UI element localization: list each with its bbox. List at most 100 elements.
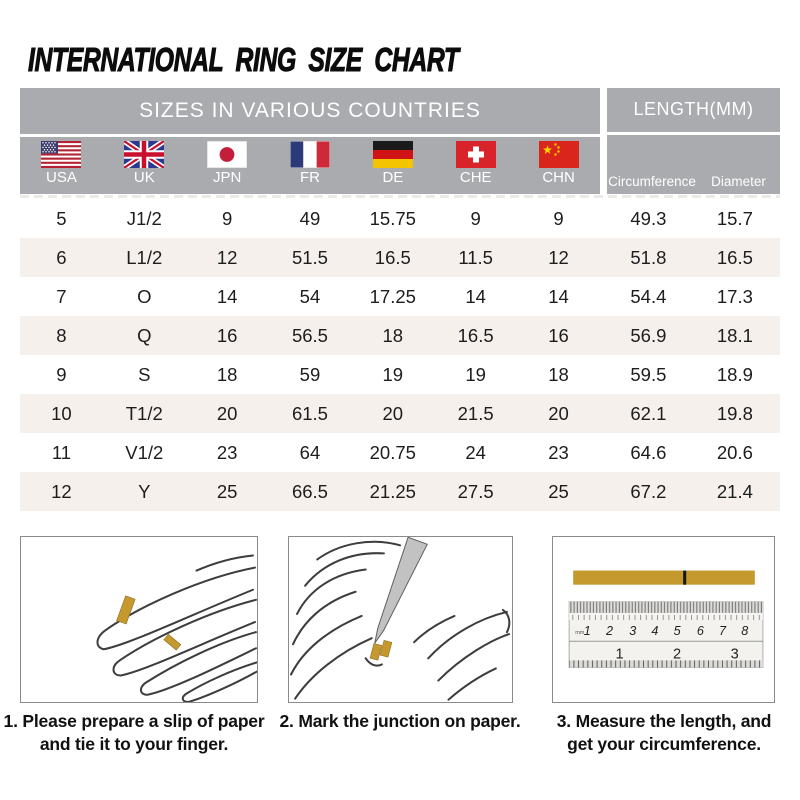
step-text-line2: get your circumference. <box>567 734 761 755</box>
table-cell: 20 <box>548 402 569 424</box>
step-text-line1: Measure the length, and <box>575 711 772 731</box>
table-cell: 59 <box>299 363 321 385</box>
column-header-jpn: JPN <box>186 137 269 194</box>
table-cell: 6 <box>56 246 67 268</box>
table-cell: 9 <box>470 207 481 229</box>
table-cell: 12 <box>216 246 238 268</box>
length-group-header: LENGTH(MM) <box>607 88 780 135</box>
table-cell: 18 <box>548 363 569 385</box>
table-cell: 23 <box>548 441 569 463</box>
table-cell: 9 <box>221 207 233 229</box>
table-cell: V1/2 <box>125 441 164 463</box>
step-number: 3. <box>556 711 571 731</box>
step-2-figure <box>288 536 513 703</box>
germany-flag-icon <box>372 141 413 168</box>
step-3-figure: 1 2 3 4 5 6 7 8 mm 1 2 3 <box>552 536 775 703</box>
junction-mark <box>683 570 687 585</box>
ruler-cm-number: 5 <box>674 624 682 638</box>
table-row: 10 T1/2 20 61.5 20 21.5 20 62.1 19.8 <box>20 394 780 433</box>
table-cell: 15.75 <box>369 207 416 229</box>
table-cell: 14 <box>548 285 569 307</box>
table-cell: 19.8 <box>716 402 753 424</box>
table-cell: 62.1 <box>630 402 667 424</box>
china-flag-icon <box>538 141 579 168</box>
table-cell: 25 <box>548 480 569 502</box>
pen-icon <box>374 537 428 644</box>
table-cell: 64.6 <box>630 441 667 463</box>
table-cell: 17.3 <box>716 285 753 307</box>
step-1-caption: 1. Please prepare a slip of paper and ti… <box>2 710 266 756</box>
table-cell: 49.3 <box>630 207 667 229</box>
table-cell: 67.2 <box>630 480 667 502</box>
step-2-caption: 2. Mark the junction on paper. <box>276 710 524 733</box>
column-header-de: DE <box>351 137 434 194</box>
table-cell: 14 <box>216 285 238 307</box>
table-cell: 21.5 <box>457 402 494 424</box>
ruler-illustration: 1 2 3 4 5 6 7 8 mm 1 2 3 <box>568 570 764 668</box>
table-cell: 56.9 <box>630 324 667 346</box>
ruler-cm-number: 3 <box>629 624 636 638</box>
table-cell: 10 <box>51 402 72 424</box>
table-row: 7 O 14 54 17.25 14 14 54.4 17.3 <box>20 277 780 316</box>
step-text-line1: Mark the junction on paper. <box>298 711 521 731</box>
table-cell: J1/2 <box>126 207 162 229</box>
table-cell: 21.4 <box>716 480 753 502</box>
table-row: 9 S 18 59 19 19 18 59.5 18.9 <box>20 355 780 394</box>
table-row: 8 Q 16 56.5 18 16.5 16 56.9 18.1 <box>20 316 780 355</box>
diameter-column-header: Diameter <box>711 174 766 189</box>
table-cell: 18.1 <box>716 324 753 346</box>
table-cell: 27.5 <box>457 480 494 502</box>
table-cell: 54 <box>299 285 321 307</box>
japan-flag-icon <box>207 141 248 168</box>
ruler: 1 2 3 4 5 6 7 8 mm 1 2 3 <box>568 601 764 668</box>
sizes-group-header: SIZES IN VARIOUS COUNTRIES <box>20 88 600 137</box>
table-cell: 16 <box>216 324 238 346</box>
column-header-chn: CHN <box>517 137 600 194</box>
table-cell: 18.9 <box>716 363 753 385</box>
table-cell: 51.8 <box>630 246 667 268</box>
column-header-uk: UK <box>103 137 186 194</box>
table-cell: 14 <box>465 285 486 307</box>
table-cell: 9 <box>553 207 564 229</box>
header-divider-dashes <box>20 195 780 198</box>
flag-label: USA <box>46 169 77 186</box>
table-cell: O <box>137 285 152 307</box>
ruler-unit-label: mm <box>575 630 585 636</box>
step-number: 1. <box>3 711 18 731</box>
flag-label: DE <box>382 169 404 186</box>
table-cell: Q <box>137 324 152 346</box>
table-cell: T1/2 <box>125 402 163 424</box>
table-cell: 56.5 <box>291 324 328 346</box>
ruler-cm-number: 8 <box>741 624 748 638</box>
table-row: 6 L1/2 12 51.5 16.5 11.5 12 51.8 16.5 <box>20 238 780 277</box>
table-cell: 16.5 <box>716 246 753 268</box>
table-cell: 16.5 <box>457 324 494 346</box>
mark-junction-illustration <box>290 537 511 701</box>
table-cell: 12 <box>548 246 569 268</box>
table-cell: 18 <box>216 363 238 385</box>
ruler-cm-number: 6 <box>697 624 705 638</box>
flag-label: FR <box>300 169 320 186</box>
table-cell: 8 <box>56 324 67 346</box>
table-cell: 16.5 <box>374 246 411 268</box>
table-cell: 16 <box>548 324 569 346</box>
table-cell: 59.5 <box>630 363 667 385</box>
length-header-group: LENGTH(MM) Circumference Diameter <box>607 88 780 194</box>
table-cell: 20 <box>216 402 238 424</box>
table-cell: 20 <box>382 402 404 424</box>
uk-flag-icon <box>124 141 165 168</box>
table-cell: 66.5 <box>291 480 328 502</box>
paper-strip <box>573 570 755 585</box>
flag-label: CHN <box>542 169 575 186</box>
hand-paper-illustration <box>96 554 257 702</box>
flag-label: UK <box>133 169 155 186</box>
table-row: 5 J1/2 9 49 15.75 9 9 49.3 15.7 <box>20 199 780 238</box>
table-cell: 25 <box>216 480 238 502</box>
step-text-line1: Please prepare a slip of paper <box>22 711 265 731</box>
table-cell: 12 <box>51 480 72 502</box>
ruler-inch-number: 1 <box>616 646 624 662</box>
page-title: INTERNATIONAL RING SIZE CHART <box>28 41 460 79</box>
table-cell: 20.6 <box>716 441 753 463</box>
table-cell: 7 <box>56 285 67 307</box>
